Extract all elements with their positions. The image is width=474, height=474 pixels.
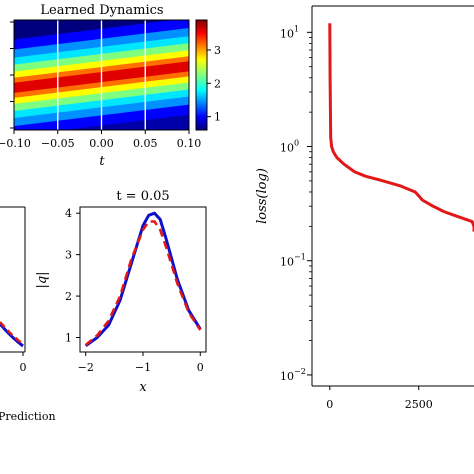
colorbar-tick-label: 3	[214, 44, 221, 57]
snapshot-x-tick-label: 0	[197, 361, 204, 374]
snapshot-lines	[57, 20, 146, 130]
snapshot-y-tick-label: 1	[65, 332, 72, 345]
loss-y-tick-label: 10−1	[280, 253, 306, 269]
left-panel-exact-curve	[0, 323, 24, 348]
snapshot-curves	[84, 211, 202, 348]
heatmap-panel: Learned Dynamics −0.10 −0.05 0.00 0.05 0.10 …	[0, 3, 221, 169]
snapshot-x-tick-label: −1	[135, 361, 151, 374]
colorbar-tick-label: 2	[214, 77, 221, 90]
left-panel-x-tick-label: 0	[20, 361, 27, 374]
heatmap-x-tick-label: 0.00	[89, 137, 114, 150]
colorbar-ticks: 1 2 3	[207, 44, 221, 124]
loss-y-tick-label: 10−2	[280, 367, 306, 383]
legend-prediction-text: Prediction	[0, 410, 56, 423]
loss-y-tick-label: 100	[280, 139, 299, 155]
snapshot-y-ticks: 1 2 3 4	[65, 207, 80, 345]
snapshot-y-tick-label: 3	[65, 249, 72, 262]
loss-panel: 0 2500 101 100 10−1 10−2 loss(log)	[255, 5, 474, 411]
snapshot-panel: t = 0.05 −2 −1 0 1 2 3 4 x |q|	[35, 189, 207, 395]
heatmap-x-tick-label: 0.10	[177, 137, 202, 150]
prediction-line	[84, 220, 202, 346]
loss-x-tick-label: 2500	[405, 398, 433, 411]
colorbar-tick-label: 1	[214, 111, 221, 124]
colorbar	[195, 19, 208, 131]
loss-line	[328, 23, 474, 232]
loss-curve-group	[328, 23, 474, 232]
heatmap-y-ticks	[10, 21, 14, 129]
heatmap-title: Learned Dynamics	[40, 3, 163, 18]
snapshot-title: t = 0.05	[116, 189, 169, 204]
heatmap-x-ticks: −0.10 −0.05 0.00 0.05 0.10	[0, 130, 201, 150]
heatmap-x-tick-label: −0.05	[41, 137, 75, 150]
loss-y-tick-label: 101	[280, 24, 299, 40]
exact-solution-line	[84, 211, 202, 348]
snapshot-x-label: x	[139, 380, 147, 395]
loss-y-ticks: 101 100 10−1 10−2	[280, 24, 312, 383]
left-partial-panel: 0 Prediction	[0, 206, 56, 423]
snapshot-y-tick-label: 2	[65, 290, 72, 303]
heatmap-image	[14, 20, 189, 130]
loss-x-ticks: 0 2500	[326, 386, 433, 411]
heatmap-x-tick-label: 0.05	[133, 137, 158, 150]
snapshot-y-label: |q|	[35, 271, 50, 288]
snapshot-y-tick-label: 4	[65, 207, 72, 220]
snapshot-x-tick-label: −2	[78, 361, 94, 374]
left-panel-prediction-curve	[0, 321, 24, 346]
heatmap-x-label: t	[99, 154, 105, 169]
snapshot-x-ticks: −2 −1 0	[78, 352, 204, 374]
heatmap-x-tick-label: −0.10	[0, 137, 31, 150]
loss-y-label: loss(log)	[255, 168, 270, 224]
loss-x-tick-label: 0	[326, 398, 333, 411]
